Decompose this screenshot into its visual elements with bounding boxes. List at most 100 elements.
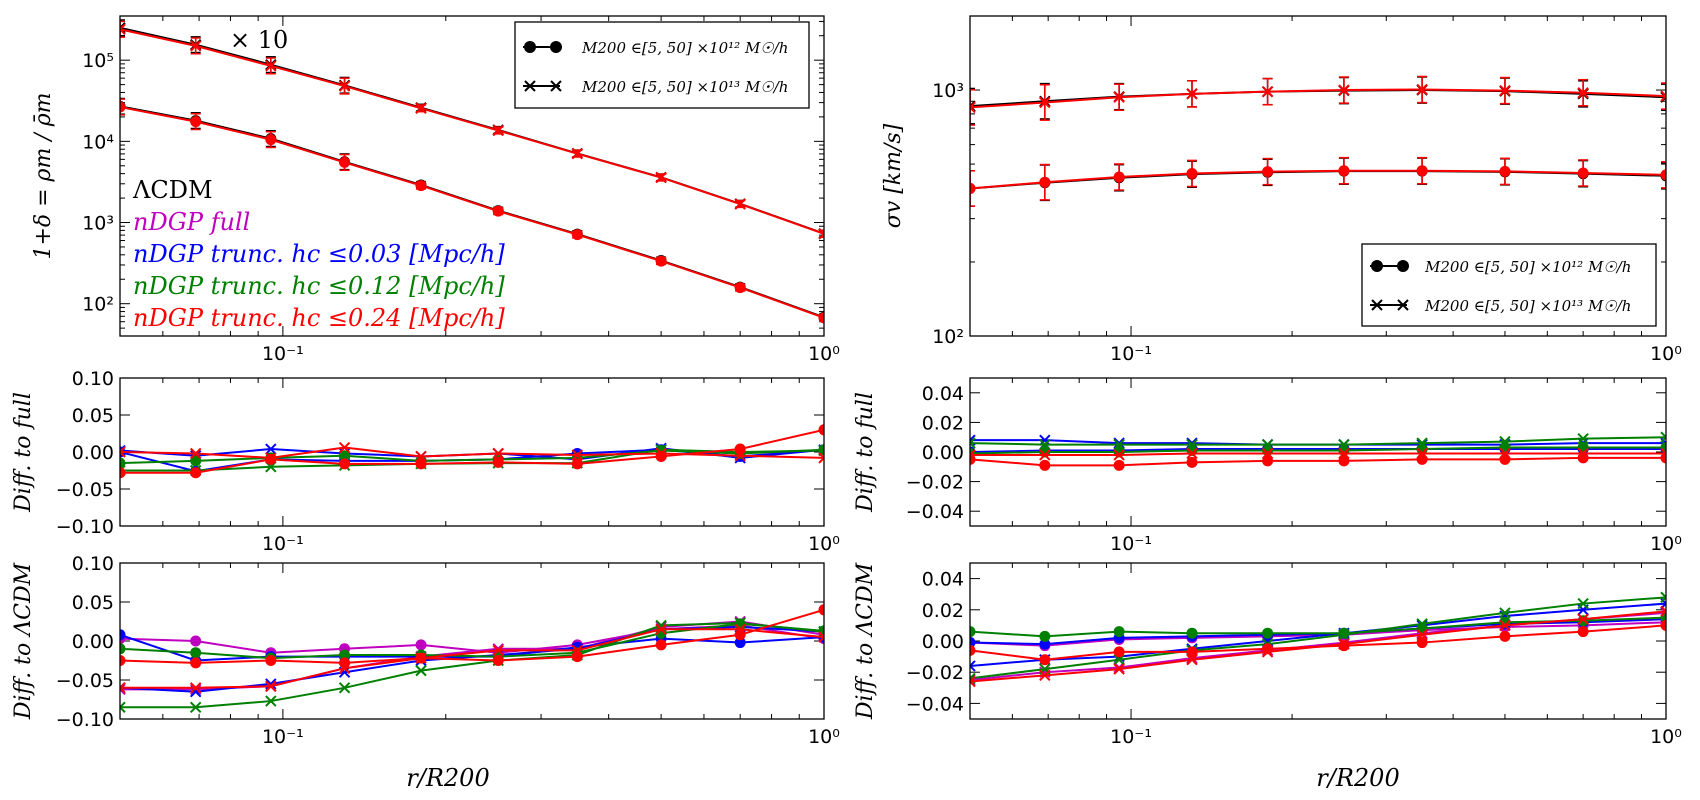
density-series-3-point: [734, 282, 746, 294]
sigma-xtick-label: 10⁻¹: [1110, 343, 1152, 365]
diff-full-left-series-5-point: [492, 447, 504, 460]
density-series-1-point: [734, 198, 746, 210]
diff-full-right-series-4-point: [1499, 453, 1511, 465]
diff-full-left-xtick-label: 10⁻¹: [262, 533, 304, 555]
diff-full-right-xtick-label: 10⁰: [1650, 533, 1682, 555]
diff-lcdm-right-ytick-label: 0.00: [922, 631, 964, 653]
sigma-series-1-point: [970, 101, 976, 114]
diff-lcdm-left-series-6-point: [339, 657, 351, 669]
full-label: nDGP full: [133, 208, 250, 236]
diff-full-right-series-4-point: [1039, 459, 1051, 471]
diff-lcdm-right-series-4-point: [1577, 615, 1589, 627]
diff-full-left-series-4-point: [120, 467, 126, 479]
diff-lcdm-right-series-6-point: [1577, 626, 1589, 638]
diff-lcdm-right-series-1-point: [970, 674, 976, 686]
diff-full-left-series-4-point: [818, 424, 824, 436]
diff-full-right-series-3-point: [1338, 438, 1350, 451]
diff-full-left-xtick-label: 10⁰: [808, 533, 840, 555]
sigma-series-3-point: [1499, 165, 1511, 177]
diff-lcdm-left-frame: [119, 562, 825, 720]
diff-full-left-series-5-point: [818, 452, 824, 464]
diff-lcdm-right-series-5-line: [970, 596, 1666, 680]
diff-lcdm-right-series-3-line: [970, 602, 1666, 667]
diff-lcdm-right-ytick-label: 0.04: [922, 569, 964, 591]
density-frame: [119, 15, 825, 337]
diff-lcdm-left-xtick-label: 10⁰: [808, 726, 840, 748]
diff-full-right-series-3-line: [970, 436, 1666, 446]
diff-lcdm-right-series-6-point: [1113, 646, 1125, 658]
diff-lcdm-right-series-4-point: [1262, 627, 1274, 639]
diff-full-right-series-3-point: [1660, 431, 1666, 443]
times10-label: × 10: [230, 26, 288, 54]
legend-right-marker1a: [1371, 260, 1383, 272]
diff-lcdm-left-series-6-point: [120, 655, 126, 666]
legend-left: M200 ∈[5, 50] ×10¹² M☉/h M200 ∈[5, 50] ×…: [514, 21, 810, 109]
diff-lcdm-right-series-7-point: [1499, 619, 1511, 632]
diff-lcdm-left-series-2-point: [734, 637, 746, 649]
sigma-series-1-point: [1113, 91, 1125, 103]
diff-lcdm-right-ytick-label: −0.04: [906, 693, 964, 715]
diff-full-left-series-5-point: [189, 447, 202, 460]
legend-left-marker1b: [550, 41, 562, 53]
density-series-1-point: [415, 102, 427, 115]
diff-lcdm-left-series-6-point: [734, 629, 746, 641]
diff-lcdm-right-series-5-point: [1660, 591, 1666, 604]
diff-full-left-series-2-point: [339, 450, 351, 462]
sigma-series-3-point: [1262, 166, 1274, 178]
diff-lcdm-left-series-7-point: [818, 631, 824, 643]
diff-full-right-series-3-point: [1186, 438, 1198, 451]
diff-full-right-series-5-point: [1577, 447, 1589, 460]
diff-lcdm-left-series-5-line: [120, 622, 824, 709]
sigma-series-1-point: [1577, 87, 1589, 99]
sigma-xtick-label: 10⁰: [1650, 343, 1682, 365]
legend-left-marker2: [524, 80, 562, 92]
diff-full-left-series-4-point: [339, 458, 351, 470]
x-axis-label-right: r/R200: [1316, 764, 1399, 792]
sigma-series-3-point: [1338, 165, 1350, 177]
density-series-1-point: [655, 171, 667, 184]
diff-lcdm-left-series-4-point: [120, 643, 126, 655]
diff-full-right-series-4-point: [1416, 453, 1428, 465]
diff-full-left-frame: [119, 377, 825, 527]
legend-right-marker2: [1371, 299, 1409, 311]
diff-lcdm-left-series-4-point: [190, 647, 202, 659]
diff-lcdm-left-series-7-point: [655, 623, 667, 636]
diff-full-right-series-3-point: [1577, 432, 1589, 445]
diff-lcdm-left-series-7-point: [734, 623, 746, 636]
density-series-3-line: [120, 106, 824, 319]
diff-lcdm-right-series-7-point: [970, 675, 976, 688]
diff-lcdm-left-ytick-label: −0.05: [56, 670, 114, 692]
diff-lcdm-left-series-0-point: [190, 635, 202, 647]
diff-lcdm-right-series-7-point: [1416, 629, 1428, 641]
diff-lcdm-right-series-4-point: [970, 626, 976, 638]
legend-right-entry2: M200 ∈[5, 50] ×10¹³ M☉/h: [1424, 297, 1631, 315]
diff-lcdm-left-ytick-label: 0.10: [72, 553, 114, 575]
density-ylabel: 1+δ = ρm / ρ̄m: [31, 92, 56, 259]
diff-lcdm-right-series-6-point: [1039, 654, 1051, 666]
sigma-series-3-point: [1416, 165, 1428, 177]
diff-full-left-series-5-point: [120, 446, 126, 458]
diff-lcdm-left-series-7-point: [415, 652, 427, 664]
panels: 10⁻¹ 10⁰ 10² 10³ 10⁴ 10⁵ 1+δ = ρm / ρ̄m 10⁻¹ 10⁰…: [11, 15, 1682, 748]
diff-lcdm-left-series-7-point: [120, 682, 126, 694]
density-ytick-label: 10³: [82, 213, 114, 235]
diff-full-right-xtick-label: 10⁻¹: [1110, 533, 1152, 555]
diff-lcdm-left-ytick-label: 0.05: [72, 592, 114, 614]
diff-full-right-series-4-point: [1113, 459, 1125, 471]
diff-lcdm-right-series-7-line: [970, 610, 1666, 683]
diff-full-right-ytick-label: 0.04: [922, 383, 964, 405]
sigma-series-3-point: [1113, 171, 1125, 183]
diff-full-left-ytick-label: 0.05: [72, 405, 114, 427]
sigma-series-1-point: [1660, 90, 1666, 102]
diff-full-left-series-5-line: [120, 446, 824, 459]
diff-lcdm-right-series-4-point: [1039, 630, 1051, 642]
diff-full-left-series-4-point: [571, 458, 583, 470]
legend-left-marker1a: [524, 41, 536, 53]
density-series-3-point: [818, 312, 824, 324]
diff-lcdm-left-xtick-label: 10⁻¹: [262, 726, 304, 748]
diff-full-right-series-5-point: [1039, 449, 1051, 461]
density-ytick-label: 10⁵: [82, 50, 114, 72]
sigma-series-3-point: [1660, 169, 1666, 181]
diff-full-right-series-2-point: [1499, 442, 1511, 454]
